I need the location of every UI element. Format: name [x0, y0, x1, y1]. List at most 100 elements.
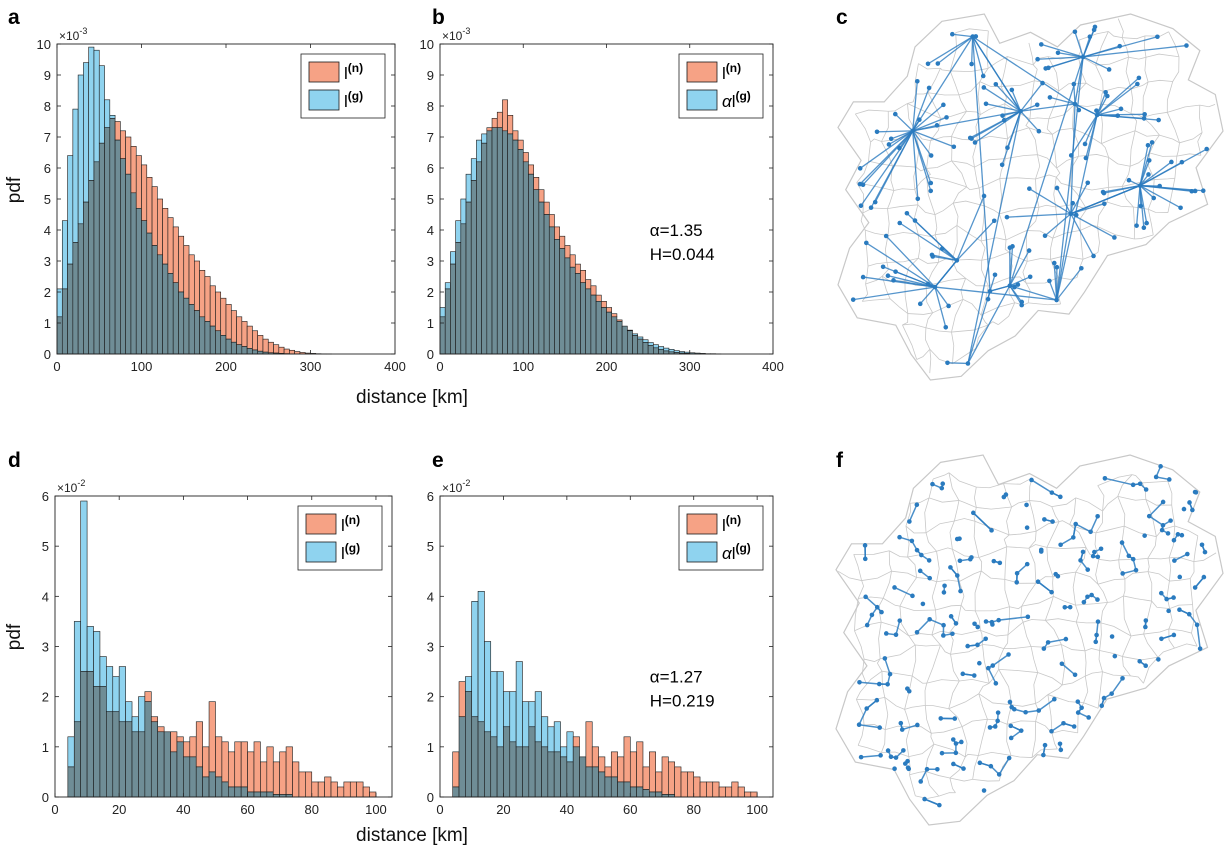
district-border	[951, 225, 958, 261]
district-border	[972, 139, 978, 168]
histogram-bar-overlap	[195, 766, 203, 798]
network-node	[1035, 579, 1041, 585]
district-border	[1000, 56, 1008, 87]
x-tick-label: 200	[215, 359, 237, 374]
network-node	[1080, 549, 1086, 555]
histogram-bar	[572, 736, 580, 748]
network-node	[1006, 755, 1012, 761]
histogram-bar-overlap	[647, 345, 654, 355]
district-border	[904, 257, 919, 282]
network-node	[953, 750, 959, 756]
district-border	[1117, 474, 1133, 497]
district-border	[1047, 684, 1063, 695]
district-border	[916, 577, 937, 583]
district-border	[855, 109, 889, 115]
network-link	[1148, 501, 1164, 517]
network-node	[1130, 482, 1136, 488]
network-node	[924, 766, 930, 772]
network-node	[1024, 502, 1029, 508]
network-node	[883, 233, 889, 239]
histogram-bar-overlap	[553, 751, 561, 798]
network-node	[1019, 302, 1025, 308]
district-border	[948, 472, 977, 488]
network-link	[1139, 161, 1172, 187]
district-border	[1095, 511, 1103, 534]
network-link	[884, 658, 891, 675]
histogram-bar	[547, 726, 555, 753]
histogram-bar-overlap	[114, 139, 121, 355]
district-border	[1122, 635, 1132, 657]
y-tick-label: 9	[44, 68, 51, 83]
district-border	[1189, 578, 1193, 605]
district-border	[905, 525, 910, 558]
network-node	[1091, 27, 1097, 33]
district-border	[1132, 474, 1143, 484]
network-node	[1202, 549, 1208, 555]
network-link	[1139, 174, 1150, 186]
histogram-bar	[61, 220, 68, 290]
district-border	[933, 743, 966, 758]
district-border	[958, 500, 977, 508]
histogram-bar-overlap	[170, 751, 178, 798]
district-border	[1189, 561, 1195, 579]
network-node	[893, 632, 899, 638]
network-link	[859, 130, 914, 169]
network-link	[1009, 276, 1031, 287]
histogram-bar-overlap	[637, 338, 644, 355]
histogram-bar-overlap	[61, 288, 68, 355]
district-border	[1134, 234, 1154, 240]
y-scale-exponent: ×10-2	[57, 478, 85, 495]
district-border	[1147, 558, 1150, 572]
district-border	[1031, 748, 1058, 758]
district-border	[1100, 103, 1132, 114]
network-node	[953, 621, 959, 626]
histogram-bar-overlap	[183, 756, 191, 798]
network-link	[1056, 267, 1082, 301]
district-border	[934, 214, 938, 235]
network-node	[872, 199, 878, 205]
x-tick-label: 0	[436, 802, 443, 817]
network-map-icon	[835, 454, 1224, 826]
network-node	[981, 788, 987, 793]
network-node	[1126, 177, 1132, 183]
histogram-bar-overlap	[138, 731, 146, 798]
network-link	[1020, 103, 1076, 112]
histogram-bar	[109, 115, 116, 119]
district-border	[1032, 64, 1038, 81]
network-node	[967, 556, 973, 562]
district-border	[915, 644, 941, 647]
network-node	[1138, 203, 1144, 209]
network-link	[1047, 638, 1067, 644]
network-node	[926, 85, 932, 91]
district-border	[1033, 672, 1039, 704]
network-link	[1044, 213, 1072, 237]
district-border	[955, 28, 989, 34]
network-nodes	[856, 464, 1208, 808]
histogram-bar	[477, 591, 485, 723]
histogram-bar	[706, 781, 714, 798]
legend-label-g: l(g)	[344, 89, 363, 111]
district-border	[888, 550, 892, 572]
panel-letter-e: e	[432, 449, 444, 472]
district-border	[952, 548, 979, 558]
network-node	[857, 679, 862, 685]
histogram-bar	[674, 766, 682, 798]
district-border	[1029, 80, 1035, 119]
district-border	[1197, 132, 1203, 156]
network-node	[1141, 116, 1147, 121]
district-border	[887, 190, 895, 209]
histogram-bar-overlap	[522, 161, 529, 355]
network-link	[914, 220, 958, 261]
district-border	[1095, 559, 1100, 585]
district-border	[975, 324, 989, 349]
district-border	[1046, 521, 1060, 548]
histogram-bar	[183, 741, 191, 758]
network-node	[1052, 696, 1057, 702]
district-border	[1047, 694, 1053, 734]
histogram-bar	[298, 771, 306, 798]
network-node	[1007, 283, 1013, 289]
district-border	[962, 299, 982, 316]
x-tick-label: 0	[51, 802, 58, 817]
district-border	[949, 756, 966, 779]
histogram-bar	[450, 251, 456, 265]
